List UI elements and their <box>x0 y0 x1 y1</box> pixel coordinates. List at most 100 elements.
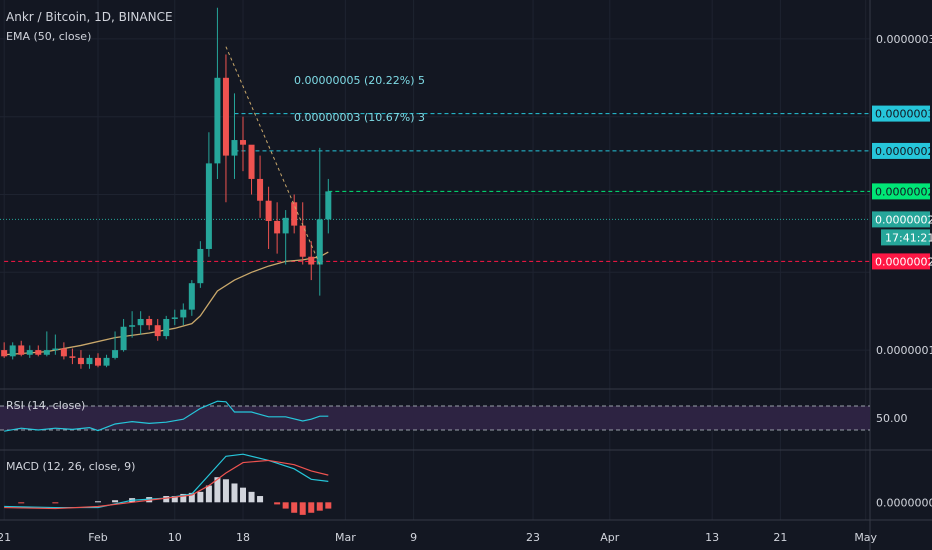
ema-legend[interactable]: EMA (50, close) <box>6 30 92 43</box>
candle-body <box>26 350 33 355</box>
price-tick-label: 0.00000035 <box>876 33 932 46</box>
rsi-band <box>0 406 870 430</box>
time-axis-label: 18 <box>236 531 250 544</box>
macd-histogram-bar <box>112 500 119 503</box>
candle-body <box>154 325 161 337</box>
candle-body <box>120 326 127 351</box>
candle-body <box>308 256 315 265</box>
macd-histogram-bar <box>197 491 204 503</box>
candle-body <box>43 350 50 355</box>
macd-histogram-bar <box>240 487 247 503</box>
price-tick-label: 0.00000015 <box>876 344 932 357</box>
macd-histogram-bar <box>274 502 281 505</box>
candle-body <box>316 219 323 265</box>
rsi-line <box>4 400 329 432</box>
macd-histogram-bar <box>222 479 229 503</box>
target1-label: 0.00000005 (20.22%) 5 <box>294 74 426 87</box>
candle-body <box>299 225 306 257</box>
symbol-legend[interactable]: Ankr / Bitcoin, 1D, BINANCE <box>6 10 173 24</box>
candle-body <box>60 348 67 357</box>
macd-histogram-bar <box>163 496 170 503</box>
macd-histogram-bar <box>325 502 332 509</box>
time-axis-label: 10 <box>168 531 182 544</box>
time-axis-label: 9 <box>410 531 417 544</box>
candle-body <box>146 318 153 326</box>
candle-body <box>282 217 289 234</box>
candle-body <box>197 248 204 284</box>
time-axis-label: 21 <box>0 531 11 544</box>
macd-histogram-bar <box>308 502 315 513</box>
price-badge <box>872 183 930 200</box>
macd-histogram-bar <box>231 483 238 503</box>
time-axis-label: Mar <box>335 531 356 544</box>
candle-body <box>257 178 264 201</box>
candle-body <box>248 144 255 179</box>
candle-body <box>35 350 42 355</box>
candle-body <box>9 345 16 357</box>
price-badge <box>872 105 930 122</box>
candle-body <box>137 318 144 326</box>
candle-body <box>52 348 59 351</box>
candle-body <box>291 202 298 226</box>
macd-histogram-bar <box>52 502 59 504</box>
macd-histogram-bar <box>180 493 187 503</box>
price-badge-label: 0.00000025 <box>875 185 932 198</box>
time-axis-label: May <box>854 531 877 544</box>
macd-legend[interactable]: MACD (12, 26, close, 9) <box>6 460 136 473</box>
price-badge-label: 0.00000028 <box>875 145 932 158</box>
candle-body <box>129 325 136 327</box>
countdown-label: 17:41:21 <box>885 231 932 244</box>
macd-histogram-bar <box>214 477 221 503</box>
target2-label: 0.00000003 (10.67%) 3 <box>294 111 426 124</box>
candle-body <box>231 140 238 156</box>
time-axis-label: Apr <box>600 531 620 544</box>
price-badge <box>872 253 930 270</box>
candle-body <box>103 357 110 366</box>
candle-body <box>222 77 229 156</box>
macd-line <box>4 453 329 509</box>
price-badge-label: 0.00000023 <box>875 213 932 226</box>
candle-body <box>325 191 332 220</box>
macd-histogram-bar <box>316 502 323 511</box>
candle-body <box>77 357 84 365</box>
price-badge <box>872 142 930 159</box>
time-axis-label: 13 <box>705 531 719 544</box>
candle-body <box>240 140 247 145</box>
candle-body <box>163 318 170 337</box>
price-badge <box>872 211 930 228</box>
macd-histogram-bar <box>205 485 212 503</box>
candle-body <box>86 357 93 365</box>
candle-body <box>18 345 25 355</box>
macd-histogram-bar <box>18 502 25 504</box>
macd-histogram-bar <box>299 502 306 515</box>
ema-line <box>4 251 329 356</box>
time-axis-label: 21 <box>773 531 787 544</box>
candle-body <box>188 283 195 310</box>
candle-body <box>112 350 119 358</box>
macd-histogram-bar <box>171 496 178 503</box>
macd-histogram-bar <box>95 501 101 503</box>
time-axis-label: 23 <box>526 531 540 544</box>
macd-histogram-bar <box>257 496 264 503</box>
rsi-legend[interactable]: RSI (14, close) <box>6 399 86 412</box>
candle-body <box>1 350 8 357</box>
candle-body <box>69 356 76 358</box>
candle-body <box>180 309 187 318</box>
time-axis-label: Feb <box>88 531 107 544</box>
candle-body <box>274 220 281 234</box>
macd-axis-label: 0.00000000 <box>876 496 932 509</box>
candle-body <box>205 163 212 249</box>
candle-body <box>265 200 272 221</box>
macd-signal-line <box>4 459 329 510</box>
rsi-axis-label: 50.00 <box>876 412 908 425</box>
countdown-badge <box>881 229 930 246</box>
candle-body <box>171 317 178 319</box>
macd-histogram-bar <box>188 492 195 503</box>
candle-body <box>95 357 101 366</box>
macd-histogram-bar <box>282 502 289 509</box>
